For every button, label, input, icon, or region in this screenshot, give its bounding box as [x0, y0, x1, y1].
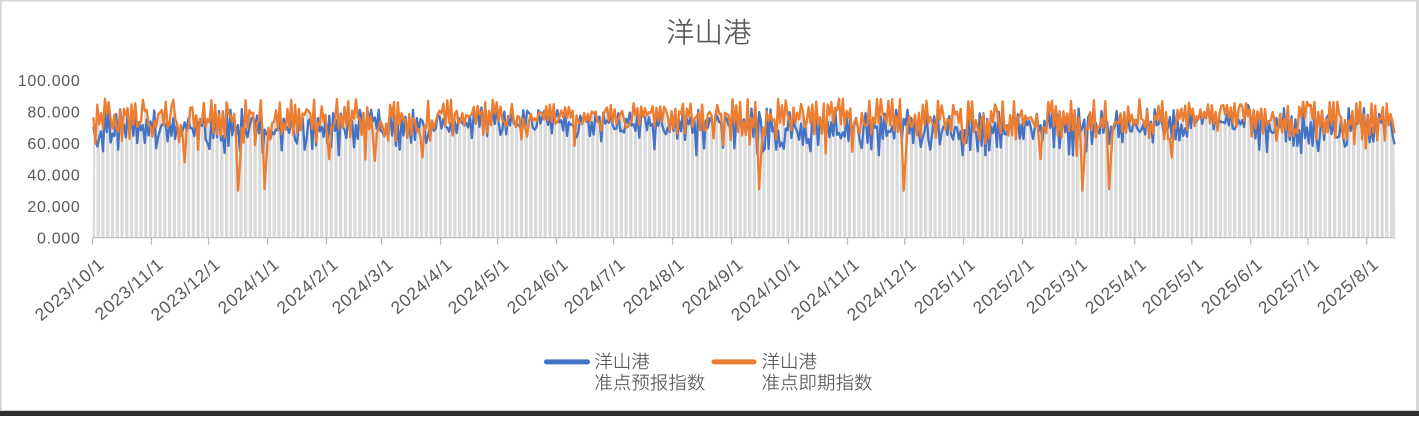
svg-text:100.000: 100.000 — [18, 73, 81, 90]
svg-text:80.000: 80.000 — [27, 105, 80, 122]
svg-text:0.000: 0.000 — [37, 231, 81, 248]
svg-text:40.000: 40.000 — [27, 168, 80, 185]
svg-text:60.000: 60.000 — [27, 136, 80, 153]
svg-text:20.000: 20.000 — [27, 199, 80, 216]
